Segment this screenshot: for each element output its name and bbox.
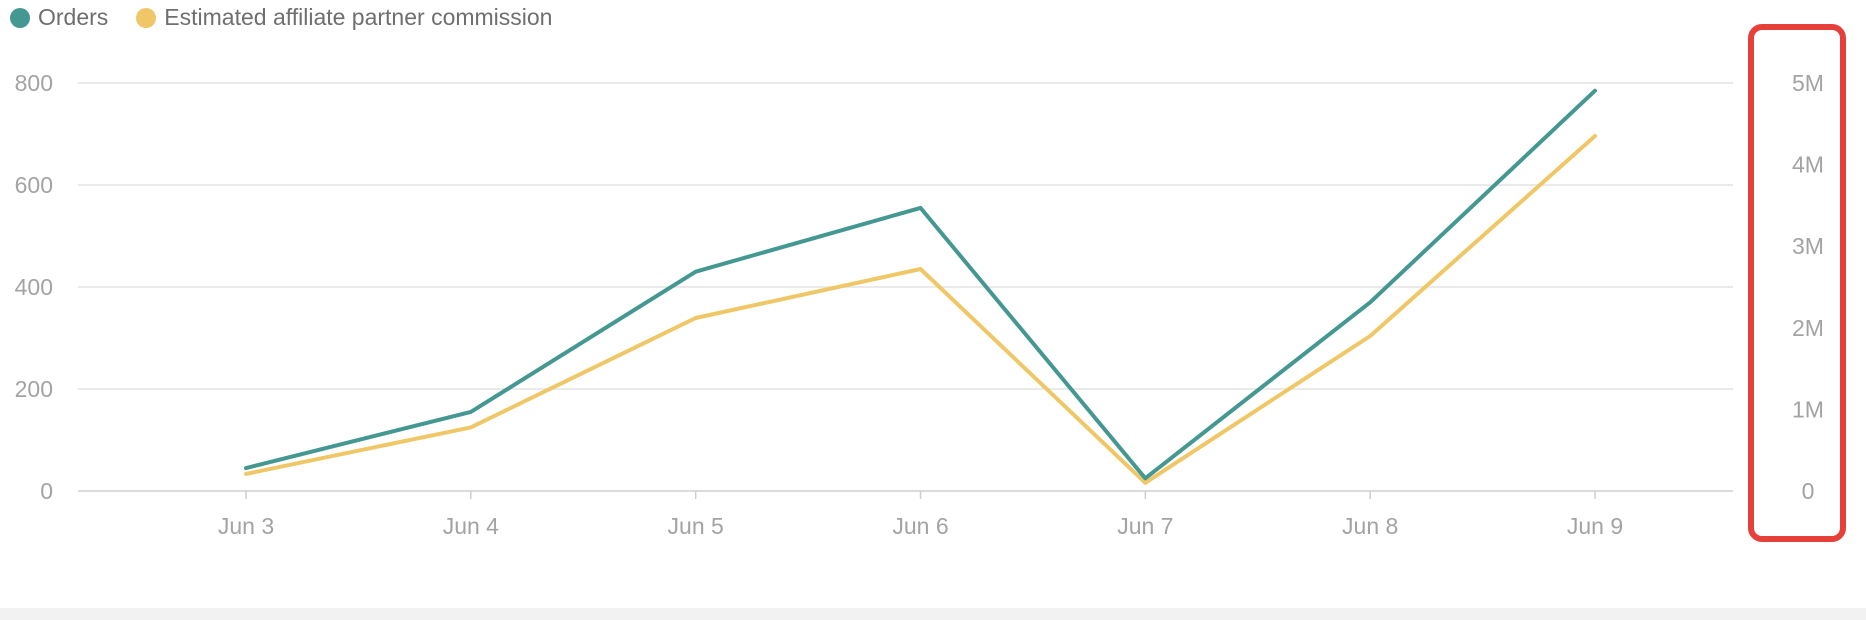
x-tick-label: Jun 4 bbox=[443, 513, 499, 539]
x-tick-label: Jun 7 bbox=[1117, 513, 1173, 539]
y-left-tick-label: 600 bbox=[15, 172, 53, 198]
legend-label-orders: Orders bbox=[38, 4, 109, 30]
legend-dot-commission bbox=[136, 7, 157, 28]
y-right-tick-label: 3M bbox=[1792, 233, 1824, 259]
y-left-tick-label: 800 bbox=[15, 70, 53, 96]
y-left-tick-label: 0 bbox=[40, 478, 53, 504]
x-tick-label: Jun 6 bbox=[892, 513, 948, 539]
y-right-tick-label: 4M bbox=[1792, 152, 1824, 178]
legend-label-commission: Estimated affiliate partner commission bbox=[164, 4, 553, 30]
series-line-commission bbox=[244, 134, 1597, 485]
bottom-divider bbox=[0, 608, 1866, 620]
y-right-tick-label: 1M bbox=[1792, 396, 1824, 422]
y-right-tick-label: 2M bbox=[1792, 315, 1824, 341]
y-right-tick-label: 0 bbox=[1802, 478, 1815, 504]
legend-item-orders[interactable]: Orders bbox=[10, 4, 108, 31]
x-tick-label: Jun 8 bbox=[1342, 513, 1398, 539]
legend-dot-orders bbox=[10, 7, 30, 28]
x-tick-label: Jun 3 bbox=[218, 513, 274, 539]
y-left-tick-label: 200 bbox=[15, 376, 53, 402]
y-right-tick-label: 5M bbox=[1792, 70, 1824, 96]
series-line-orders bbox=[244, 88, 1597, 481]
x-tick-label: Jun 9 bbox=[1567, 513, 1623, 539]
legend-item-commission[interactable]: Estimated affiliate partner commission bbox=[136, 4, 552, 31]
y-left-tick-label: 400 bbox=[15, 274, 53, 300]
x-tick-label: Jun 5 bbox=[668, 513, 724, 539]
chart-legend: Orders Estimated affiliate partner commi… bbox=[10, 4, 552, 31]
